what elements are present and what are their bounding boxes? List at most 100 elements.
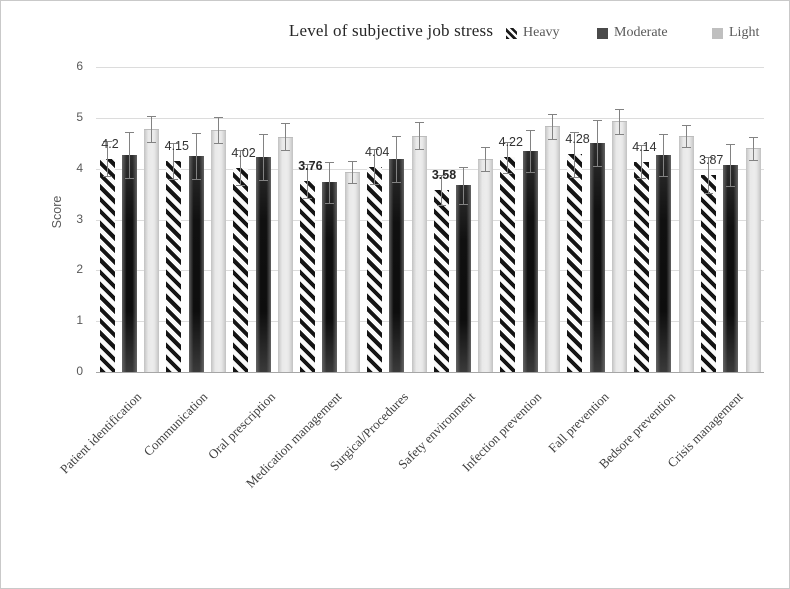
error-bar-cap: [636, 178, 646, 180]
error-bar-cap: [436, 205, 446, 207]
error-bar-cap: [392, 181, 402, 183]
bar-heavy-surgical-procedures: [366, 166, 382, 372]
error-bar: [640, 144, 642, 179]
x-axis-category-label: Patient identification: [56, 389, 145, 477]
y-axis-tick-label: 1: [76, 313, 83, 328]
error-bar-cap: [302, 197, 312, 199]
error-bar-cap: [548, 139, 558, 141]
error-bar-cap: [748, 137, 758, 139]
error-bar: [284, 123, 286, 150]
error-bar: [329, 162, 331, 203]
gridline: [96, 168, 764, 170]
bar-moderate-bedsore-prevention: [656, 154, 672, 372]
bar-light-crisis-management: [745, 148, 761, 372]
error-bar-cap: [414, 122, 424, 124]
bar-light-bedsore-prevention: [678, 136, 694, 372]
error-bar-cap: [436, 174, 446, 176]
error-bar-cap: [681, 124, 691, 126]
bar-moderate-medication-management: [322, 182, 338, 372]
legend-marker-heavy-icon: [506, 27, 517, 39]
data-label: 4.04: [365, 144, 390, 159]
bar-heavy-patient-identification: [99, 158, 115, 372]
error-bar: [618, 108, 620, 135]
error-bar: [596, 120, 598, 167]
bar-heavy-oral-prescription: [233, 167, 249, 372]
error-bar-cap: [592, 166, 602, 168]
bar-moderate-communication: [188, 155, 204, 372]
error-bar: [373, 148, 375, 185]
y-axis-tick-label: 4: [76, 160, 83, 175]
chart-title: Level of subjective job stress: [288, 21, 494, 40]
error-bar: [707, 157, 709, 194]
y-axis-tick-label: 2: [76, 262, 83, 277]
gridline: [96, 321, 764, 323]
y-axis-tick-label: 6: [76, 59, 83, 73]
error-bar-cap: [481, 147, 491, 149]
y-axis-tick-label: 5: [76, 109, 83, 124]
data-label: 4.2: [101, 136, 119, 151]
error-bar-cap: [280, 149, 290, 151]
bar-heavy-medication-management: [299, 180, 315, 372]
error-bar-cap: [258, 134, 268, 136]
bar-light-medication-management: [344, 171, 360, 372]
error-bar-cap: [258, 179, 268, 181]
data-label: 4.02: [231, 145, 256, 160]
error-bar: [418, 122, 420, 149]
error-bar-cap: [102, 176, 112, 178]
error-bar-cap: [503, 172, 513, 174]
error-bar-cap: [191, 178, 201, 180]
error-bar: [240, 149, 242, 186]
error-bar-cap: [458, 204, 468, 206]
error-bar: [351, 160, 353, 183]
gridline: [96, 117, 764, 119]
error-bar-cap: [458, 166, 468, 168]
error-bar-cap: [659, 176, 669, 178]
error-bar-cap: [525, 172, 535, 174]
x-axis-line: [96, 372, 764, 373]
bar-heavy-crisis-management: [700, 175, 716, 372]
error-bar-cap: [169, 143, 179, 145]
bar-moderate-surgical-procedures: [389, 159, 405, 372]
error-bar: [574, 131, 576, 178]
bar-light-oral-prescription: [277, 136, 293, 372]
error-bar-cap: [124, 132, 134, 134]
y-axis-tick-label: 3: [76, 211, 83, 226]
legend-marker-light-icon: [712, 27, 723, 39]
data-label: 4.14: [632, 139, 657, 154]
legend-label-heavy: Heavy: [523, 25, 560, 40]
error-bar-cap: [570, 131, 580, 133]
x-axis-category-label: Oral prescription: [204, 389, 278, 463]
error-bar-cap: [726, 143, 736, 145]
bar-light-surgical-procedures: [411, 135, 427, 372]
x-axis-category-label: Fall prevention: [545, 389, 612, 456]
error-bar: [663, 133, 665, 177]
error-bar-cap: [325, 202, 335, 204]
error-bar-cap: [748, 159, 758, 161]
error-bar-cap: [503, 142, 513, 144]
data-label: 3.87: [699, 153, 724, 168]
error-bar: [462, 166, 464, 205]
error-bar-cap: [147, 116, 157, 118]
error-bar-cap: [614, 134, 624, 136]
gridline: [96, 270, 764, 272]
error-bar-cap: [369, 148, 379, 150]
bar-light-fall-prevention: [611, 121, 627, 372]
bar-light-infection-prevention: [545, 126, 561, 372]
bar-light-safety-environment: [478, 159, 494, 372]
error-bar-cap: [703, 193, 713, 195]
error-bar-cap: [102, 140, 112, 142]
error-bar-cap: [169, 178, 179, 180]
bar-moderate-fall-prevention: [589, 143, 605, 372]
data-label: 4.15: [164, 139, 189, 154]
legend-item-light: Light: [712, 25, 759, 41]
error-bar-cap: [703, 157, 713, 159]
error-bar-cap: [347, 182, 357, 184]
error-bar-cap: [481, 170, 491, 172]
bar-moderate-crisis-management: [723, 165, 739, 372]
legend-item-heavy: Heavy: [506, 25, 560, 41]
error-bar: [685, 124, 687, 148]
gridline: [96, 219, 764, 221]
error-bar-cap: [614, 108, 624, 110]
error-bar-cap: [302, 164, 312, 166]
error-bar-cap: [124, 177, 134, 179]
